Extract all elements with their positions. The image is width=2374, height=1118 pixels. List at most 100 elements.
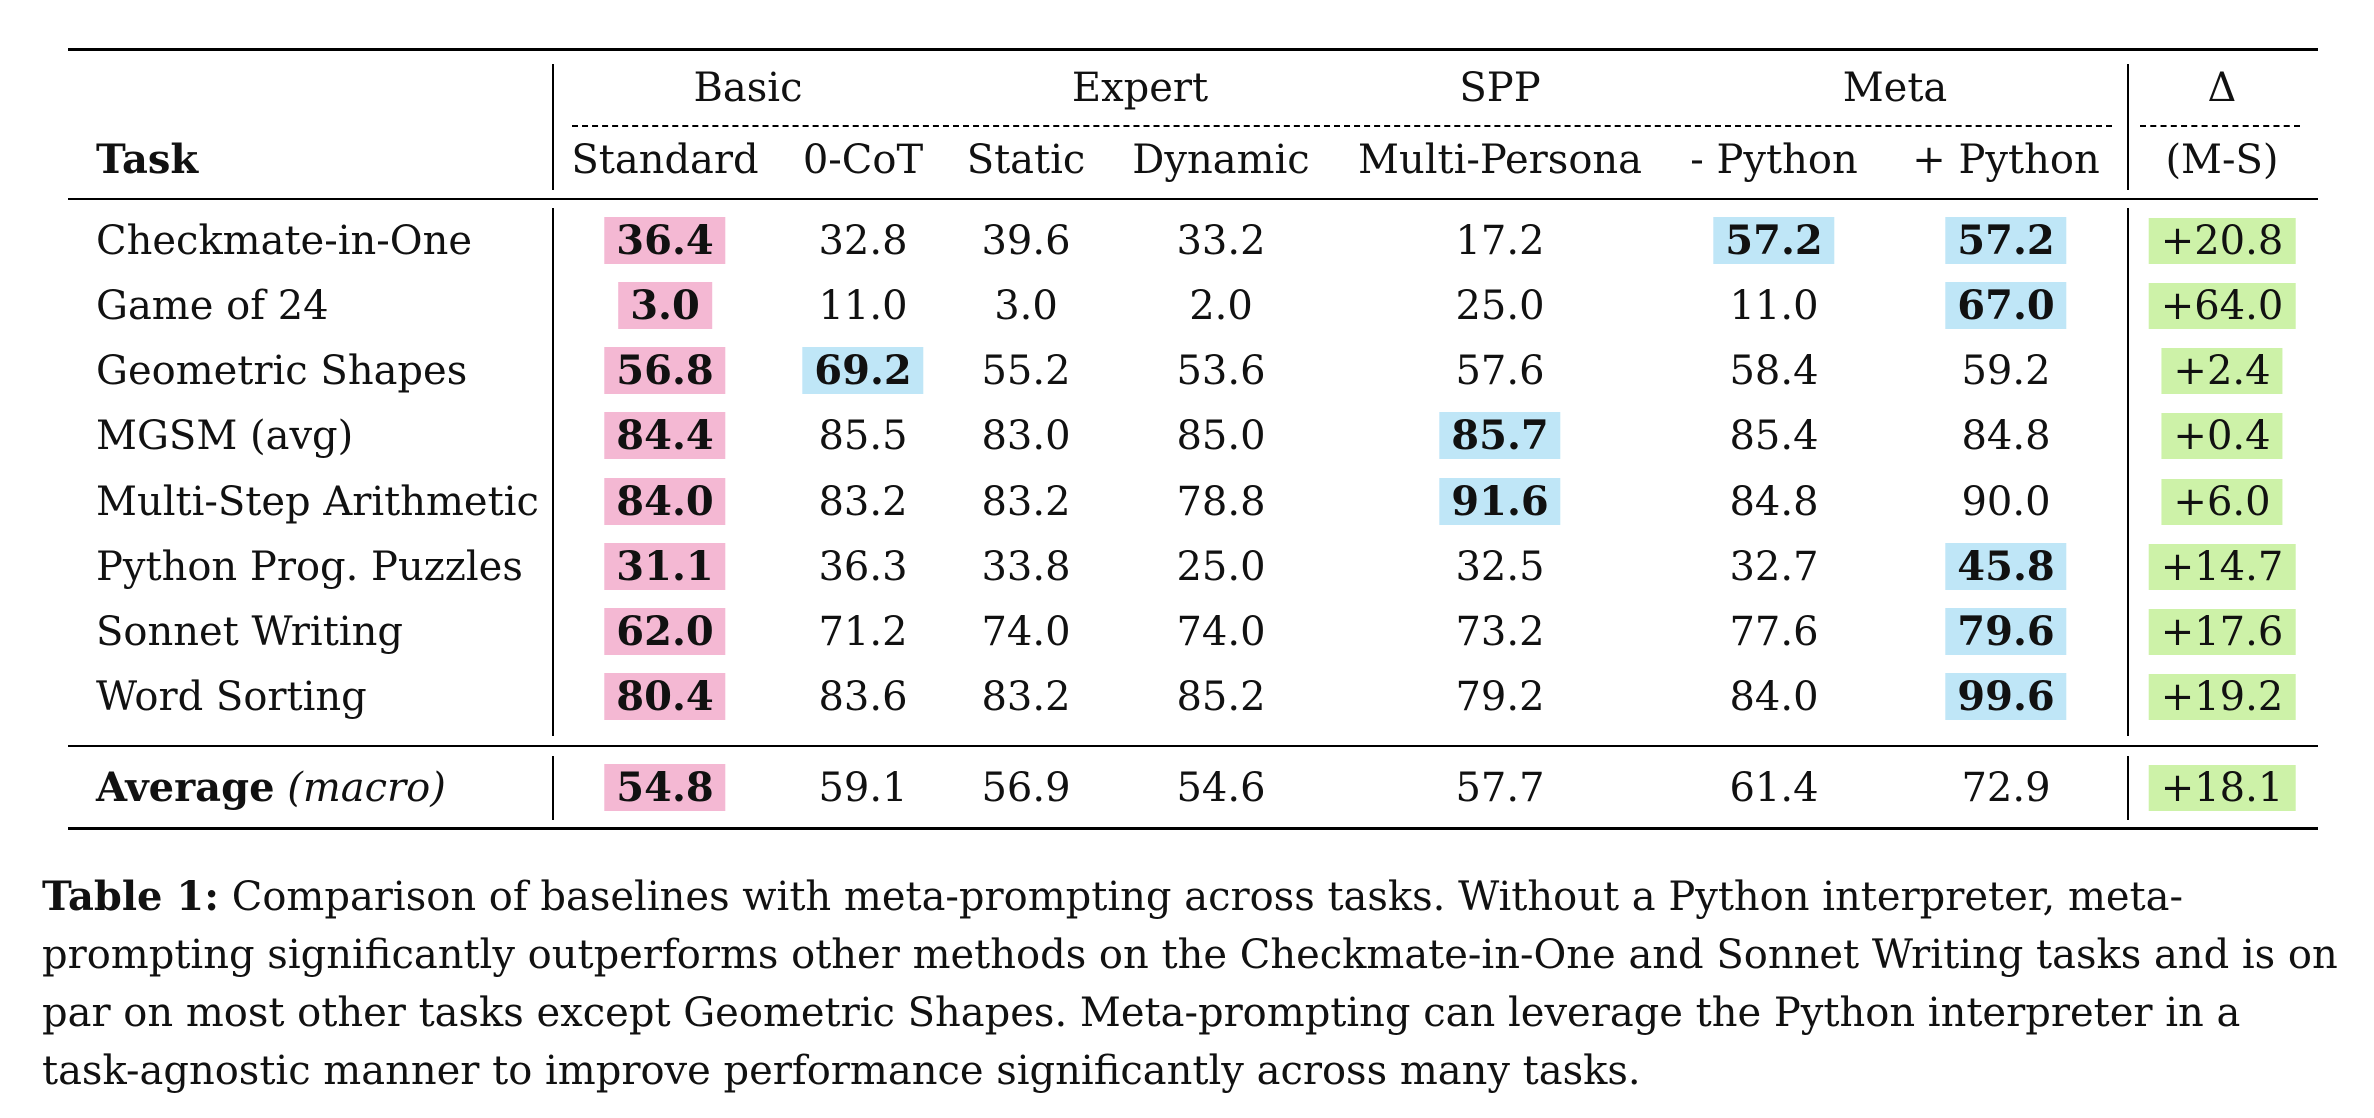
value-cell-multi-persona: 85.7 <box>1439 406 1561 466</box>
caption-label: Table 1: <box>42 873 219 920</box>
value-text: 85.4 <box>1729 413 1819 459</box>
task-name: Game of 24 <box>96 283 329 329</box>
value-text: 83.0 <box>981 413 1071 459</box>
value-text: 32.8 <box>818 218 908 264</box>
value-text: +19.2 <box>2148 674 2296 720</box>
value-text: 77.6 <box>1729 609 1819 655</box>
value-text: 91.6 <box>1439 478 1561 525</box>
value-cell-multi-persona: 73.2 <box>1455 602 1544 662</box>
value-cell-multi-persona: 25.0 <box>1455 276 1544 336</box>
value-cell-standard: 84.4 <box>604 406 726 466</box>
value-text: 74.0 <box>1176 609 1266 655</box>
column-header-meta-no-python: - Python <box>1690 137 1858 183</box>
value-cell-meta-no-python: 84.0 <box>1729 667 1818 727</box>
value-cell-static: 83.0 <box>981 406 1070 466</box>
value-text: 85.0 <box>1176 413 1266 459</box>
value-cell-zero-cot: 59.1 <box>818 758 907 818</box>
value-cell-dynamic: 33.2 <box>1176 211 1265 271</box>
value-cell-dynamic: 25.0 <box>1176 537 1265 597</box>
task-name: Word Sorting <box>96 674 367 720</box>
header-rule <box>68 198 2318 200</box>
value-text: 74.0 <box>981 609 1071 655</box>
value-text: 78.8 <box>1176 479 1266 525</box>
value-text: 56.8 <box>604 347 726 394</box>
value-cell-zero-cot: 32.8 <box>818 211 907 271</box>
task-name: MGSM (avg) <box>96 413 354 459</box>
value-text: 55.2 <box>981 348 1071 394</box>
value-cell-meta-with-python: 72.9 <box>1961 758 2050 818</box>
value-cell-meta-with-python: 57.2 <box>1945 211 2067 271</box>
group-header-meta: Meta <box>1842 65 1948 111</box>
value-cell-multi-persona: 57.6 <box>1455 341 1544 401</box>
group-dashed-rule <box>2140 125 2300 127</box>
value-cell-multi-persona: 79.2 <box>1455 667 1544 727</box>
value-text: 54.8 <box>604 764 726 811</box>
value-cell-zero-cot: 71.2 <box>818 602 907 662</box>
value-cell-delta-m-s: +18.1 <box>2148 758 2296 818</box>
value-cell-delta-m-s: +17.6 <box>2148 602 2296 662</box>
value-cell-delta-m-s: +20.8 <box>2148 211 2296 271</box>
value-text: +14.7 <box>2148 544 2296 590</box>
value-cell-meta-no-python: 32.7 <box>1729 537 1818 597</box>
group-dashed-rule <box>572 125 2112 127</box>
value-cell-meta-with-python: 90.0 <box>1961 472 2050 532</box>
value-text: +2.4 <box>2161 348 2283 394</box>
table-caption: Table 1: Comparison of baselines with me… <box>42 868 2342 1100</box>
value-cell-zero-cot: 36.3 <box>818 537 907 597</box>
value-cell-zero-cot: 69.2 <box>802 341 924 401</box>
column-header-zero-cot: 0-CoT <box>802 137 924 183</box>
value-cell-dynamic: 78.8 <box>1176 472 1265 532</box>
value-cell-standard: 56.8 <box>604 341 726 401</box>
value-cell-meta-with-python: 45.8 <box>1945 537 2067 597</box>
value-cell-meta-with-python: 59.2 <box>1961 341 2050 401</box>
value-text: +17.6 <box>2148 609 2296 655</box>
value-cell-meta-no-python: 85.4 <box>1729 406 1818 466</box>
value-text: 17.2 <box>1455 218 1545 264</box>
value-text: 32.5 <box>1455 544 1545 590</box>
value-text: 85.2 <box>1176 674 1266 720</box>
value-cell-static: 56.9 <box>981 758 1070 818</box>
value-text: 39.6 <box>981 218 1071 264</box>
value-cell-standard: 36.4 <box>604 211 726 271</box>
value-text: 69.2 <box>802 347 924 394</box>
value-cell-standard: 80.4 <box>604 667 726 727</box>
value-text: 53.6 <box>1176 348 1266 394</box>
value-text: 11.0 <box>1729 283 1819 329</box>
value-cell-delta-m-s: +2.4 <box>2161 341 2283 401</box>
value-cell-delta-m-s: +19.2 <box>2148 667 2296 727</box>
value-text: 32.7 <box>1729 544 1819 590</box>
value-cell-delta-m-s: +64.0 <box>2148 276 2296 336</box>
value-text: 85.7 <box>1439 412 1561 459</box>
value-cell-multi-persona: 32.5 <box>1455 537 1544 597</box>
column-header-meta-with-python: + Python <box>1912 137 2100 183</box>
value-cell-multi-persona: 91.6 <box>1439 472 1561 532</box>
delta-separator <box>2127 208 2129 736</box>
value-text: 25.0 <box>1176 544 1266 590</box>
task-name: Python Prog. Puzzles <box>96 544 523 590</box>
value-cell-multi-persona: 57.7 <box>1455 758 1544 818</box>
average-label: Average (macro) <box>96 758 446 818</box>
value-cell-static: 39.6 <box>981 211 1070 271</box>
value-cell-zero-cot: 83.6 <box>818 667 907 727</box>
average-label-qualifier: (macro) <box>287 765 446 811</box>
value-text: 57.2 <box>1713 217 1835 264</box>
value-cell-dynamic: 85.0 <box>1176 406 1265 466</box>
column-header-standard: Standard <box>571 137 759 183</box>
task-separator <box>552 208 554 736</box>
value-cell-standard: 3.0 <box>618 276 712 336</box>
value-cell-standard: 84.0 <box>604 472 726 532</box>
value-cell-meta-with-python: 99.6 <box>1945 667 2067 727</box>
task-name: Sonnet Writing <box>96 609 403 655</box>
column-header-dynamic: Dynamic <box>1132 137 1310 183</box>
value-text: 56.9 <box>981 765 1071 811</box>
value-text: 84.8 <box>1729 479 1819 525</box>
value-cell-multi-persona: 17.2 <box>1455 211 1544 271</box>
value-text: 79.2 <box>1455 674 1545 720</box>
task-separator <box>552 64 554 190</box>
value-text: 90.0 <box>1961 479 2051 525</box>
value-cell-meta-no-python: 57.2 <box>1713 211 1835 271</box>
value-text: 83.2 <box>981 479 1071 525</box>
task-name: Multi-Step Arithmetic <box>96 479 539 525</box>
value-text: 83.2 <box>818 479 908 525</box>
value-cell-static: 83.2 <box>981 667 1070 727</box>
